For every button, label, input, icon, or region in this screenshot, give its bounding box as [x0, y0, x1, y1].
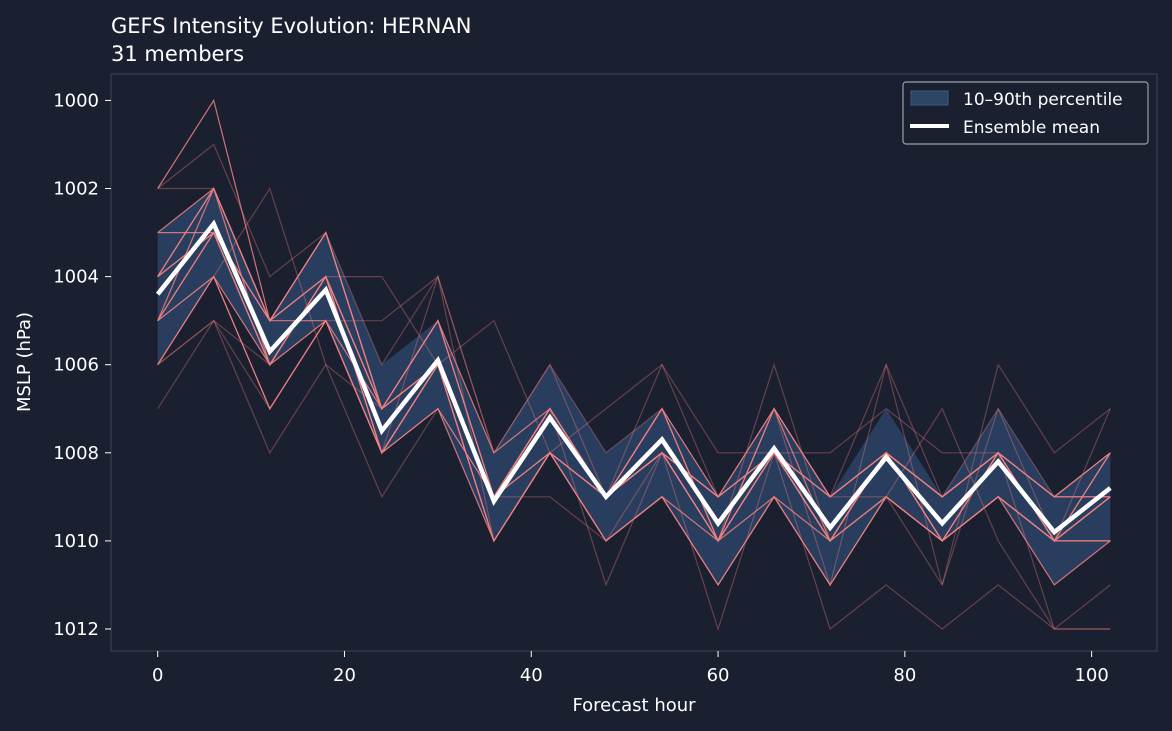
y-tick-label: 1008: [53, 443, 99, 464]
mean-line-layer: [155, 219, 1112, 536]
legend-band-label: 10–90th percentile: [963, 90, 1123, 110]
x-tick-label: 80: [893, 665, 916, 686]
x-tick-label: 60: [707, 665, 730, 686]
legend-band-swatch: [910, 90, 949, 106]
chart-subtitle: 31 members: [111, 42, 244, 66]
y-tick-label: 1000: [53, 90, 99, 111]
x-tick-label: 0: [152, 665, 163, 686]
chart-title: GEFS Intensity Evolution: HERNAN: [111, 14, 471, 38]
x-tick-label: 40: [520, 665, 543, 686]
y-tick-label: 1010: [53, 531, 99, 552]
y-tick-label: 1012: [53, 619, 99, 640]
legend-box: [902, 81, 1149, 145]
plot-area: [110, 73, 1158, 652]
member-line: [157, 98, 1111, 543]
y-tick-label: 1006: [53, 355, 99, 376]
x-tick-label: 20: [333, 665, 356, 686]
legend: 10–90th percentile Ensemble mean: [902, 81, 1149, 145]
member-line: [157, 274, 1111, 588]
member-line: [157, 319, 1111, 630]
member-line: [157, 143, 1111, 499]
y-axis-label: MSLP (hPa): [14, 312, 35, 412]
member-line: [157, 275, 1111, 587]
member-line: [157, 187, 1111, 631]
x-axis-label: Forecast hour: [572, 695, 696, 716]
y-ticks-layer: 1000 1002 1004 1006 1008 1010 1012: [53, 90, 111, 640]
x-tick-label: 100: [1074, 665, 1108, 686]
y-tick-label: 1004: [53, 267, 99, 288]
member-lines-layer: [157, 98, 1111, 631]
percentile-band-layer: [157, 188, 1111, 585]
percentile-band: [157, 188, 1111, 585]
member-line: [157, 187, 1111, 630]
ensemble-mean-line: [155, 219, 1112, 536]
legend-mean-label: Ensemble mean: [963, 118, 1100, 138]
y-tick-label: 1002: [53, 179, 99, 200]
x-ticks-layer: 0 20 40 60 80 100: [152, 651, 1109, 686]
